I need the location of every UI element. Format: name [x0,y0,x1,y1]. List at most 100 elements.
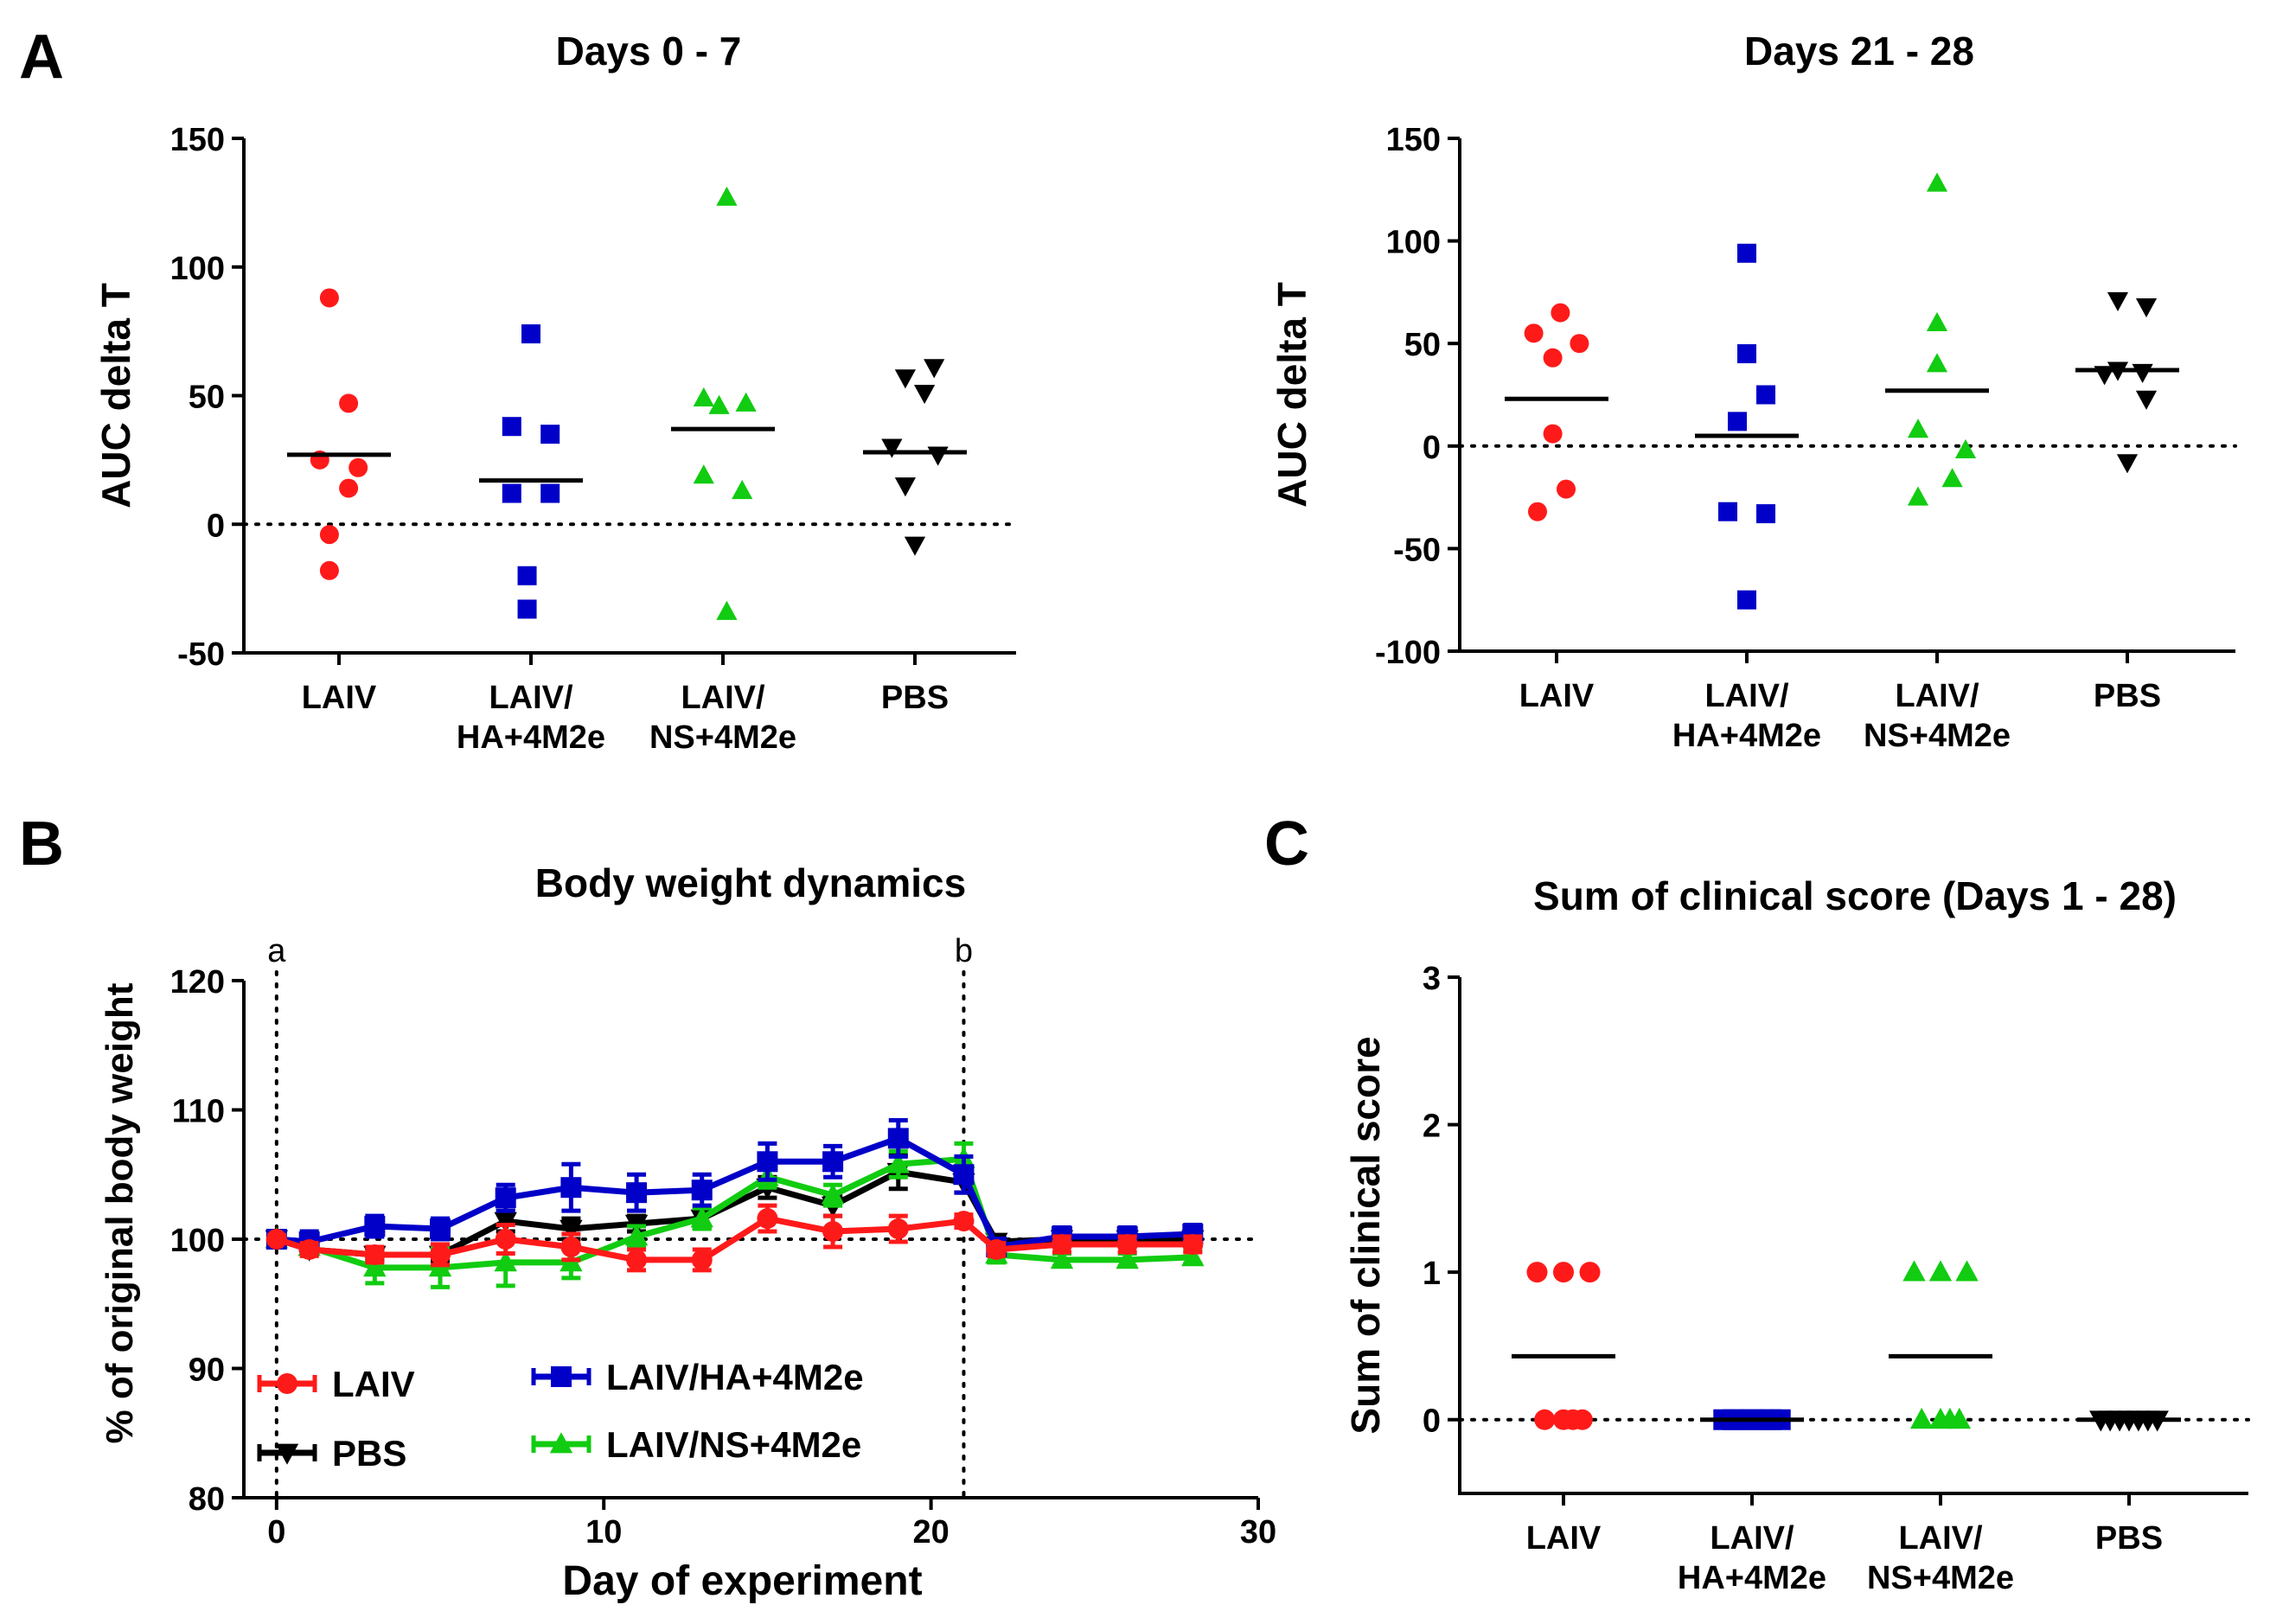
data-point [540,425,560,444]
data-point [708,394,730,414]
y-tick-label: 100 [170,251,225,287]
data-point [1562,1409,1583,1430]
x-tick-label-line: PBS [881,680,949,716]
data-point [886,1152,910,1173]
x-tick-label-line: HA+4M2e [1672,718,1821,754]
data-point [502,483,521,503]
x-tick-label-line: LAIV/ [1895,678,1979,714]
x-tick-label-line: HA+4M2e [457,719,605,756]
data-point [716,186,738,206]
data-point [953,1164,975,1186]
data-point [502,417,521,437]
data-point [2116,454,2139,474]
data-point [887,1128,909,1149]
panel-label-a: A [19,22,64,92]
x-tick-label-line: LAIV/ [1704,678,1789,714]
data-point [1543,348,1563,368]
chart-title: Body weight dynamics [535,860,966,905]
legend-marker [277,1373,297,1394]
data-point [626,1249,648,1270]
data-point [693,387,714,406]
x-tick-label-line: HA+4M2e [1678,1560,1826,1596]
data-point [924,359,945,379]
data-point [1907,486,1929,506]
data-point [1907,419,1929,438]
y-tick-label: 1 [1423,1256,1441,1292]
data-point [904,536,926,556]
data-point [822,1221,844,1243]
data-point [319,560,339,580]
data-point [986,1238,1007,1260]
data-point [716,600,738,620]
data-point [1050,1248,1074,1269]
legend-marker [549,1432,573,1454]
y-tick-label: 150 [170,122,225,158]
x-tick-label: 20 [912,1514,949,1550]
data-point [1756,504,1775,524]
data-point [894,369,916,389]
data-point [517,566,537,585]
series-laiv [1512,1262,1615,1430]
data-point [495,1229,516,1250]
data-point [1737,590,1756,610]
data-point [757,1208,778,1230]
legend-item-pbs: PBS [257,1433,406,1474]
legend-label: PBS [332,1433,406,1474]
x-tick-label-pbs: PBS [881,680,949,716]
x-tick-label: 0 [267,1514,285,1550]
data-point [1534,1409,1556,1430]
data-point [430,1218,451,1240]
data-point [2135,390,2158,410]
data-point [1902,1260,1926,1282]
y-tick-label: 0 [1423,430,1441,466]
legend-label: LAIV [332,1364,415,1404]
x-tick-label-line: LAIV/ [1898,1520,1983,1557]
series-laiv-ns-4m2e [1885,172,1989,506]
y-tick-label: 110 [172,1094,225,1130]
y-axis-label: AUC delta T [1269,282,1314,508]
series-line [276,1135,1193,1250]
series-laiv [287,288,391,580]
data-point [364,1216,386,1237]
y-axis-label: Sum of clinical score [1343,1036,1388,1434]
data-point [1181,1245,1205,1267]
panel-label-c: C [1264,809,1309,879]
x-tick-label-laiv-ns-4m2e: LAIV/NS+4M2e [1864,678,2011,754]
y-axis-label: AUC delta T [93,283,138,508]
data-point [735,392,757,412]
data-point [2135,298,2158,318]
data-point [319,525,339,545]
series-line [275,1215,1193,1263]
data-point [1910,1407,1934,1429]
x-tick-label-line: NS+4M2e [1867,1560,2014,1596]
legend: LAIV PBS LAIV/HA+4M2e LAIV/NS+4M2e [257,1357,864,1474]
data-point [1051,1233,1072,1255]
y-tick-label: -50 [1393,532,1441,568]
data-point [363,1256,387,1277]
data-point [1954,438,1977,459]
data-point [1116,1248,1139,1269]
series-laiv-ha-4m2e [1695,243,1799,610]
x-tick-label-line: NS+4M2e [649,719,796,756]
x-tick-label-laiv: LAIV [1519,678,1595,714]
data-point [1116,1233,1138,1255]
y-tick-label: 2 [1423,1109,1441,1145]
y-tick-label: 0 [207,508,225,544]
data-point [1737,243,1756,263]
chart-title: Days 0 - 7 [556,29,742,74]
x-tick-label-line: LAIV/ [681,680,765,716]
series-pbs [2077,1410,2181,1432]
data-point [757,1151,778,1173]
x-tick-label-line: PBS [2095,1520,2163,1557]
x-tick-label-pbs: PBS [2095,1520,2163,1557]
data-point [822,1151,844,1173]
data-point [953,1211,975,1232]
data-point [1524,323,1544,343]
data-point [927,446,949,466]
data-point [265,1229,287,1250]
data-point [298,1238,320,1260]
data-point [1926,353,1948,373]
data-point [319,288,339,308]
data-point [894,477,916,497]
x-tick-label-line: LAIV [1526,1520,1602,1557]
